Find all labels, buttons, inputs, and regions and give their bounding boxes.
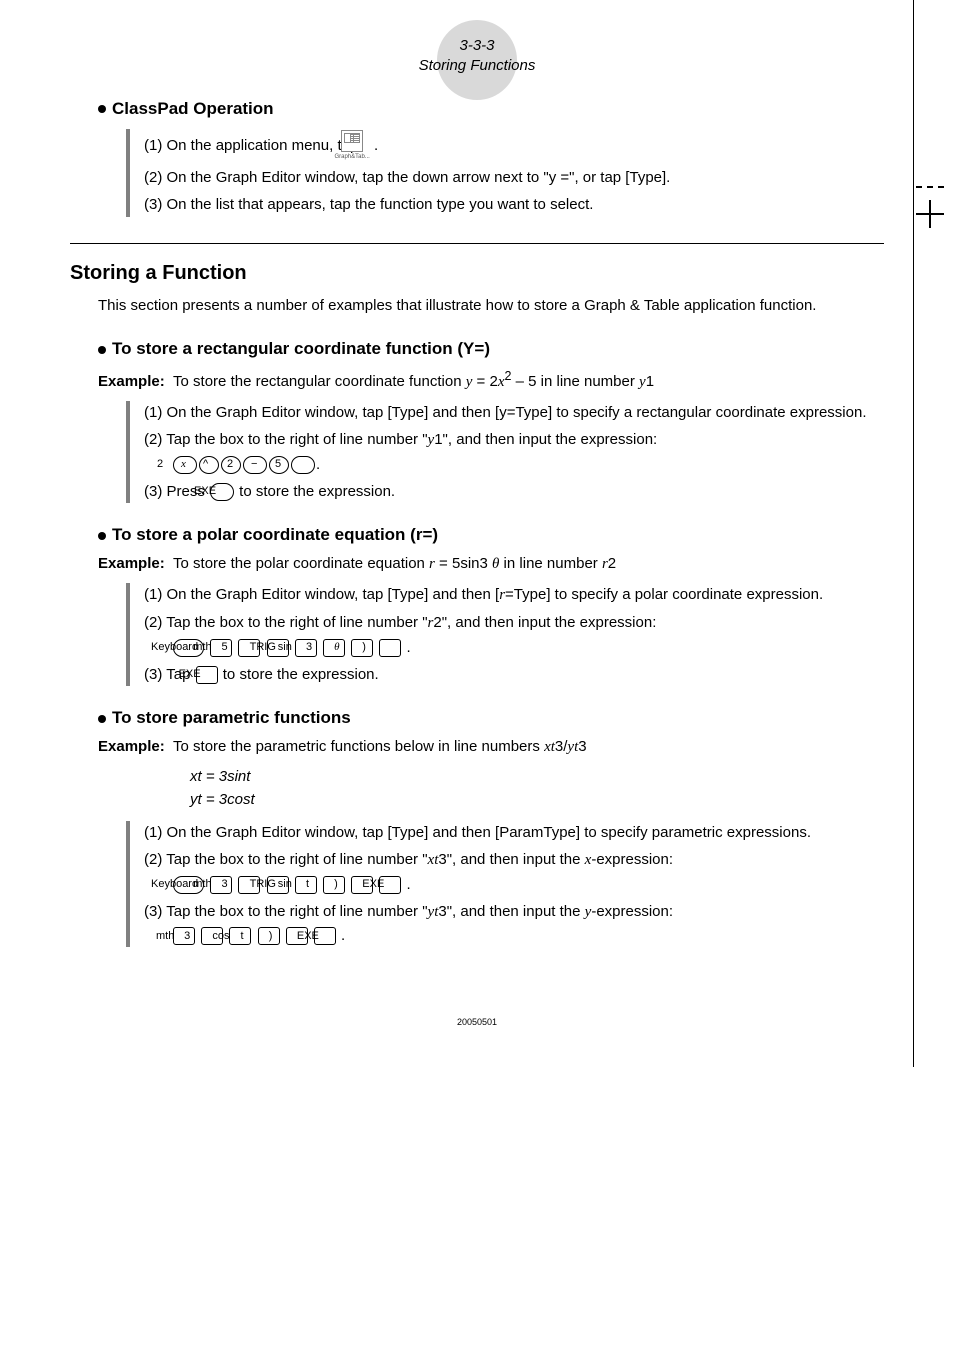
app-icon-label: Graph&Tab... [362,153,369,162]
step: (1) On the Graph Editor window, tap [Typ… [144,583,884,607]
step: (3) Tap the box to the right of line num… [144,900,884,948]
key-5: 5 [291,456,315,474]
rect-example: Example: To store the rectangular coordi… [98,369,884,391]
step: (2) Tap the box to the right of line num… [144,428,884,476]
exe-key: EXE [210,483,234,501]
param-eq1: xt = 3sint [190,766,884,789]
classpad-heading: ClassPad Operation [98,99,884,119]
step: (1) On the Graph Editor window, tap [Typ… [144,821,884,844]
step: (3) On the list that appears, tap the fu… [144,193,884,216]
exe-key: EXE [314,927,336,945]
polar-example: Example: To store the polar coordinate e… [98,555,884,573]
param-steps: (1) On the Graph Editor window, tap [Typ… [126,821,884,947]
bullet-icon [98,105,106,113]
step: (1) On the application menu, tap Graph&T… [144,129,884,163]
param-eq2: yt = 3cost [190,789,884,812]
header-badge: 3-3-3 Storing Functions [392,30,562,77]
right-margin-rule [913,0,914,1067]
param-heading: To store parametric functions [98,708,884,728]
step: (2) Tap the box to the right of line num… [144,848,884,896]
step: (1) On the Graph Editor window, tap [Typ… [144,401,884,424]
step: (2) Tap the box to the right of line num… [144,611,884,659]
storing-intro: This section presents a number of exampl… [98,295,884,318]
footer-id: 20050501 [70,1017,884,1027]
storing-heading: Storing a Function [70,262,884,285]
step: (3) Press EXE to store the expression. [144,480,884,503]
rect-heading: To store a rectangular coordinate functi… [98,339,884,359]
rect-steps: (1) On the Graph Editor window, tap [Typ… [126,401,884,503]
step: (3) Tap EXE to store the expression. [144,663,884,686]
bullet-icon [98,346,106,354]
rparen-key: ) [379,639,401,657]
section-title: Storing Functions [392,56,562,76]
param-example: Example: To store the parametric functio… [98,738,884,756]
graph-tab-app-icon [341,130,363,152]
polar-heading: To store a polar coordinate equation (r=… [98,525,884,545]
polar-steps: (1) On the Graph Editor window, tap [Typ… [126,583,884,686]
key-x: x [199,456,219,474]
page: 3-3-3 Storing Functions ClassPad Operati… [0,0,954,1067]
bullet-icon [98,532,106,540]
bullet-icon [98,715,106,723]
crop-dashes [916,186,944,188]
exe-key: EXE [196,666,218,684]
page-ref: 3-3-3 [392,36,562,56]
crop-mark-icon [916,200,944,228]
exe-key: EXE [379,876,401,894]
classpad-steps: (1) On the application menu, tap Graph&T… [126,129,884,217]
divider [70,243,884,244]
step: (2) On the Graph Editor window, tap the … [144,166,884,189]
header-text: 3-3-3 Storing Functions [392,30,562,77]
